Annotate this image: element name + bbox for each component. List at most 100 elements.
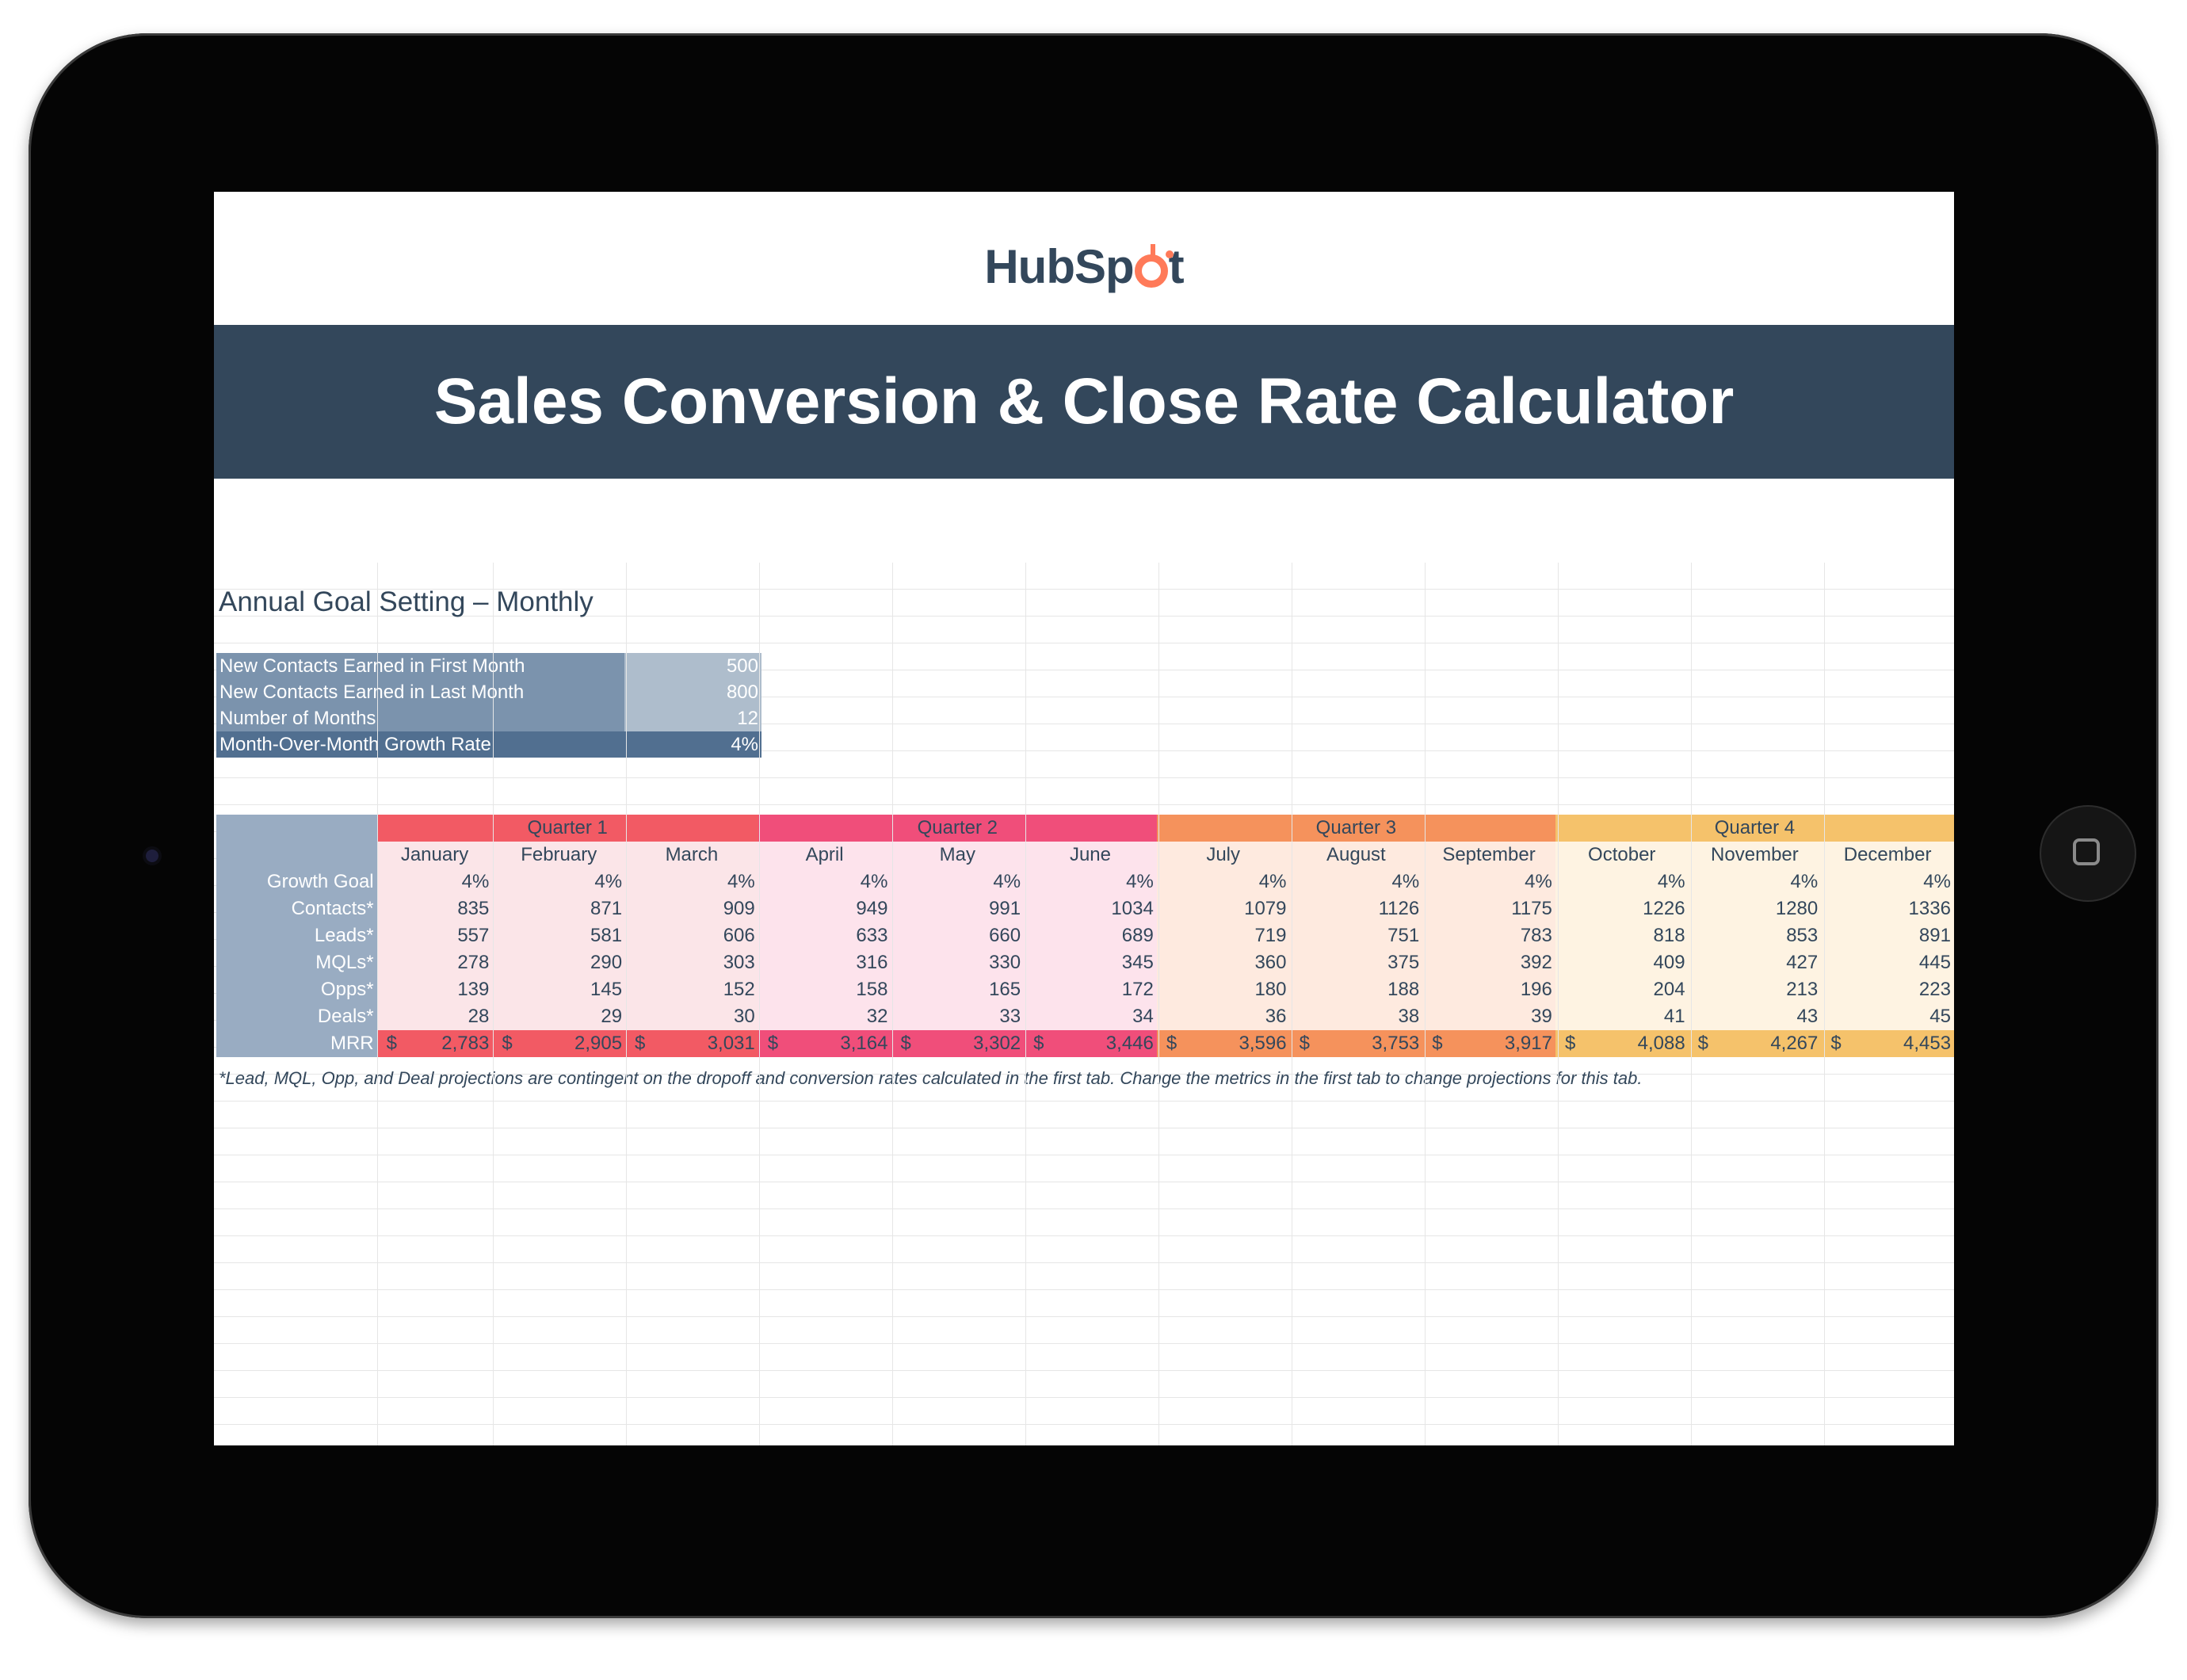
value-cell[interactable]: 196 <box>1422 976 1555 1003</box>
value-cell[interactable]: 409 <box>1555 949 1689 976</box>
value-cell[interactable]: 165 <box>891 976 1025 1003</box>
value-cell[interactable]: 392 <box>1422 949 1555 976</box>
value-cell[interactable]: 41 <box>1555 1003 1689 1030</box>
value-cell[interactable]: 360 <box>1156 949 1290 976</box>
mrr-cell[interactable]: $4,267 <box>1688 1030 1822 1057</box>
value-cell[interactable]: 4% <box>1555 869 1689 895</box>
value-cell[interactable]: 43 <box>1688 1003 1822 1030</box>
value-cell[interactable]: 4% <box>1289 869 1423 895</box>
month-header[interactable]: March <box>625 842 758 869</box>
value-cell[interactable]: 660 <box>891 922 1025 949</box>
value-cell[interactable]: 375 <box>1289 949 1423 976</box>
value-cell[interactable]: 1280 <box>1688 895 1822 922</box>
mrr-cell[interactable]: $2,905 <box>492 1030 626 1057</box>
value-cell[interactable]: 345 <box>1024 949 1157 976</box>
mrr-cell[interactable]: $3,753 <box>1289 1030 1423 1057</box>
value-cell[interactable]: 32 <box>758 1003 891 1030</box>
input-value[interactable]: 500 <box>624 653 761 679</box>
value-cell[interactable]: 1336 <box>1821 895 1954 922</box>
value-cell[interactable]: 606 <box>625 922 758 949</box>
value-cell[interactable]: 4% <box>492 869 626 895</box>
value-cell[interactable]: 34 <box>1024 1003 1157 1030</box>
value-cell[interactable]: 45 <box>1821 1003 1954 1030</box>
value-cell[interactable]: 4% <box>1422 869 1555 895</box>
value-cell[interactable]: 689 <box>1024 922 1157 949</box>
value-cell[interactable]: 4% <box>1156 869 1290 895</box>
month-header[interactable]: May <box>891 842 1025 869</box>
input-value[interactable]: 12 <box>624 705 761 731</box>
value-cell[interactable]: 316 <box>758 949 891 976</box>
value-cell[interactable]: 180 <box>1156 976 1290 1003</box>
value-cell[interactable]: 145 <box>492 976 626 1003</box>
value-cell[interactable]: 139 <box>376 976 493 1003</box>
value-cell[interactable]: 4% <box>891 869 1025 895</box>
value-cell[interactable]: 213 <box>1688 976 1822 1003</box>
value-cell[interactable]: 557 <box>376 922 493 949</box>
value-cell[interactable]: 4% <box>625 869 758 895</box>
mrr-cell[interactable]: $4,453 <box>1821 1030 1954 1057</box>
value-cell[interactable]: 223 <box>1821 976 1954 1003</box>
value-cell[interactable]: 158 <box>758 976 891 1003</box>
value-cell[interactable]: 1079 <box>1156 895 1290 922</box>
value-cell[interactable]: 290 <box>492 949 626 976</box>
value-cell[interactable]: 36 <box>1156 1003 1290 1030</box>
value-cell[interactable]: 719 <box>1156 922 1290 949</box>
value-cell[interactable]: 909 <box>625 895 758 922</box>
value-cell[interactable]: 1034 <box>1024 895 1157 922</box>
month-header[interactable]: November <box>1688 842 1822 869</box>
value-cell[interactable]: 278 <box>376 949 493 976</box>
value-cell[interactable]: 172 <box>1024 976 1157 1003</box>
home-button[interactable] <box>2040 805 2136 902</box>
mrr-cell[interactable]: $3,917 <box>1422 1030 1555 1057</box>
spreadsheet-grid[interactable]: Annual Goal Setting – Monthly New Contac… <box>214 563 1954 1445</box>
value-cell[interactable]: 303 <box>625 949 758 976</box>
value-cell[interactable]: 28 <box>376 1003 493 1030</box>
value-cell[interactable]: 835 <box>376 895 493 922</box>
value-cell[interactable]: 427 <box>1688 949 1822 976</box>
month-header[interactable]: July <box>1156 842 1290 869</box>
value-cell[interactable]: 633 <box>758 922 891 949</box>
value-cell[interactable]: 949 <box>758 895 891 922</box>
mrr-cell[interactable]: $3,031 <box>625 1030 758 1057</box>
value-cell[interactable]: 783 <box>1422 922 1555 949</box>
value-cell[interactable]: 581 <box>492 922 626 949</box>
value-cell[interactable]: 4% <box>758 869 891 895</box>
mrr-cell[interactable]: $4,088 <box>1555 1030 1689 1057</box>
mrr-cell[interactable]: $2,783 <box>376 1030 493 1057</box>
value-cell[interactable]: 39 <box>1422 1003 1555 1030</box>
value-cell[interactable]: 4% <box>1024 869 1157 895</box>
month-header[interactable]: September <box>1422 842 1555 869</box>
value-cell[interactable]: 818 <box>1555 922 1689 949</box>
value-cell[interactable]: 330 <box>891 949 1025 976</box>
value-cell[interactable]: 33 <box>891 1003 1025 1030</box>
value-cell[interactable]: 4% <box>1821 869 1954 895</box>
month-header[interactable]: October <box>1555 842 1689 869</box>
value-cell[interactable]: 1226 <box>1555 895 1689 922</box>
mrr-cell[interactable]: $3,446 <box>1024 1030 1157 1057</box>
value-cell[interactable]: 188 <box>1289 976 1423 1003</box>
value-cell[interactable]: 871 <box>492 895 626 922</box>
input-value[interactable]: 800 <box>624 679 761 705</box>
value-cell[interactable]: 4% <box>1688 869 1822 895</box>
value-cell[interactable]: 853 <box>1688 922 1822 949</box>
month-header[interactable]: February <box>492 842 626 869</box>
month-header[interactable]: April <box>758 842 891 869</box>
mrr-cell[interactable]: $3,164 <box>758 1030 891 1057</box>
value-cell[interactable]: 29 <box>492 1003 626 1030</box>
value-cell[interactable]: 152 <box>625 976 758 1003</box>
month-header[interactable]: January <box>376 842 493 869</box>
value-cell[interactable]: 38 <box>1289 1003 1423 1030</box>
month-header[interactable]: August <box>1289 842 1423 869</box>
value-cell[interactable]: 991 <box>891 895 1025 922</box>
value-cell[interactable]: 1175 <box>1422 895 1555 922</box>
value-cell[interactable]: 751 <box>1289 922 1423 949</box>
input-value[interactable]: 4% <box>624 731 761 758</box>
month-header[interactable]: December <box>1821 842 1954 869</box>
month-header[interactable]: June <box>1024 842 1157 869</box>
value-cell[interactable]: 204 <box>1555 976 1689 1003</box>
value-cell[interactable]: 4% <box>376 869 493 895</box>
value-cell[interactable]: 30 <box>625 1003 758 1030</box>
mrr-cell[interactable]: $3,302 <box>891 1030 1025 1057</box>
mrr-cell[interactable]: $3,596 <box>1156 1030 1290 1057</box>
value-cell[interactable]: 1126 <box>1289 895 1423 922</box>
